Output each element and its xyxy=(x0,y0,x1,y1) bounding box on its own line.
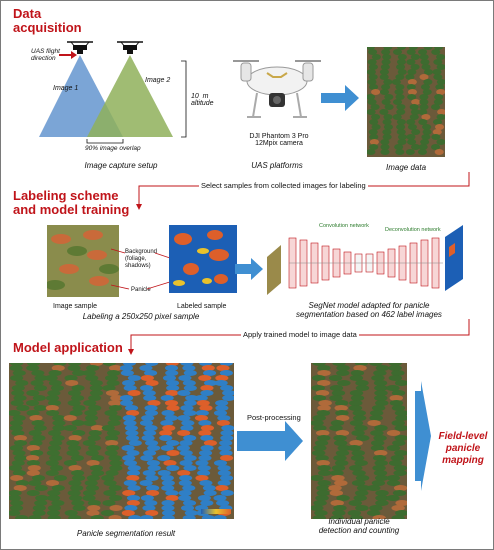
section-title-application: Model application xyxy=(13,340,123,355)
section-title-labeling: Labeling scheme and model training xyxy=(13,188,130,217)
overlap-label: 90% image overlap xyxy=(85,145,141,152)
section-title-data-acquisition: Data acquisition xyxy=(13,6,82,35)
caption-segmentation-result: Panicle segmentation result xyxy=(76,529,176,538)
drone-icon-right xyxy=(117,41,143,54)
overlap-bracket xyxy=(86,139,124,144)
connector-line-2 xyxy=(128,319,470,355)
crop-rows-texture xyxy=(367,47,445,155)
caption-detection-counting: Individual panicle detection and countin… xyxy=(318,517,400,535)
arrow-to-segnet xyxy=(235,258,263,280)
segmentation-color-legend xyxy=(201,509,231,514)
connector-label-select-samples: Select samples from collected images for… xyxy=(199,181,368,190)
drone-icon-left xyxy=(67,41,93,54)
image2-footprint xyxy=(87,55,173,137)
image-capture-setup-diagram xyxy=(39,41,187,144)
image2-label: Image 2 xyxy=(145,77,171,84)
arrow-to-field-level xyxy=(415,381,431,491)
panicle-class-label: Panicle xyxy=(131,287,151,293)
convolution-network-label: Convolution network xyxy=(319,223,369,229)
panicle-detection-image xyxy=(311,363,407,519)
flight-direction-label: UAS flight direction xyxy=(31,48,60,62)
labeled-sample-mask xyxy=(169,225,237,293)
connector-label-apply-model: Apply trained model to image data xyxy=(241,330,359,339)
image-data-photo xyxy=(367,47,445,157)
post-processing-label: Post-processing xyxy=(247,413,301,422)
altitude-bracket xyxy=(181,60,187,138)
caption-image-capture-setup: Image capture setup xyxy=(84,161,158,170)
crop-rows-texture xyxy=(311,363,407,519)
labeled-sample-label: Labeled sample xyxy=(177,303,227,310)
background-class-label: Background (foliage, shadows) xyxy=(125,249,158,269)
crop-rows-texture xyxy=(9,363,234,519)
panicle-segmentation-result-image xyxy=(9,363,234,519)
altitude-label: 10 m altitude xyxy=(191,93,214,107)
drone-model-label: DJI Phantom 3 Pro 12Mpix camera xyxy=(249,133,309,147)
caption-uas-platforms: UAS platforms xyxy=(251,161,303,170)
dji-phantom-drone-illustration xyxy=(233,60,321,118)
image-sample-photo xyxy=(47,225,119,297)
arrow-to-image-data xyxy=(321,85,359,111)
caption-segnet: SegNet model adapted for panicle segment… xyxy=(296,301,442,319)
sample-leaf-texture xyxy=(47,230,119,290)
image-sample-label: Image sample xyxy=(53,303,97,310)
caption-image-data: Image data xyxy=(385,163,427,172)
field-level-mapping-label: Field-level panicle mapping xyxy=(438,431,488,466)
deconvolution-network-label: Deconvolution network xyxy=(385,227,441,233)
caption-labeling: Labeling a 250x250 pixel sample xyxy=(82,312,200,321)
image1-label: Image 1 xyxy=(53,85,79,92)
segnet-encoder-decoder-blocks xyxy=(288,237,443,289)
segnet-architecture-diagram xyxy=(267,225,463,295)
arrow-post-processing xyxy=(237,421,303,461)
connector-line-1 xyxy=(136,172,470,210)
